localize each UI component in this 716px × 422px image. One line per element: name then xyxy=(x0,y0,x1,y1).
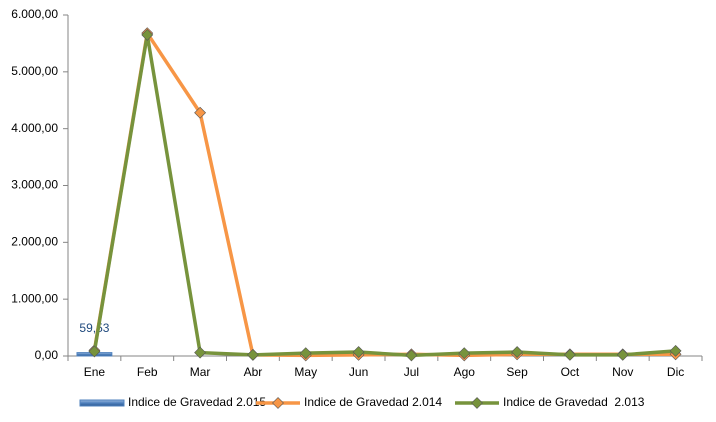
y-tick-label: 6.000,00 xyxy=(11,7,58,21)
marker xyxy=(563,348,576,361)
marker xyxy=(194,106,207,119)
marker xyxy=(405,349,418,362)
x-tick-label: Jul xyxy=(404,365,419,379)
marker xyxy=(88,345,101,358)
line xyxy=(92,33,676,358)
x-tick-label: Dic xyxy=(667,365,684,379)
legend-label: Indice de Gravedad 2.014 xyxy=(304,395,442,409)
x-tick-label: Abr xyxy=(244,365,263,379)
marker xyxy=(299,347,312,360)
x-tick-label: Ago xyxy=(454,365,476,379)
data-label: 59,53 xyxy=(79,321,109,335)
x-tick-label: Sep xyxy=(506,365,528,379)
x-tick-label: May xyxy=(294,365,317,379)
marker xyxy=(141,28,154,41)
y-tick-label: 4.000,00 xyxy=(11,121,58,135)
line xyxy=(92,31,676,358)
legend-marker xyxy=(471,397,483,409)
legend-swatch xyxy=(79,399,125,407)
legend-label: Indice de Gravedad 2.015 xyxy=(128,395,266,409)
legend-label: Indice de Gravedad 2.013 xyxy=(503,395,645,409)
legend-marker xyxy=(272,397,284,409)
marker xyxy=(194,346,207,359)
marker xyxy=(616,348,629,361)
x-tick-label: Jun xyxy=(349,365,368,379)
y-tick-label: 2.000,00 xyxy=(11,235,58,249)
x-tick-label: Feb xyxy=(137,365,158,379)
marker xyxy=(352,346,365,358)
y-tick-label: 5.000,00 xyxy=(11,64,58,78)
marker xyxy=(246,348,259,361)
y-tick-label: 0,00 xyxy=(35,348,59,362)
y-tick-label: 1.000,00 xyxy=(11,291,58,305)
x-tick-label: Oct xyxy=(561,365,580,379)
marker xyxy=(458,347,471,360)
x-tick-label: Nov xyxy=(612,365,633,379)
x-tick-label: Mar xyxy=(190,365,211,379)
marker xyxy=(669,344,682,357)
marker xyxy=(511,346,524,358)
y-tick-label: 3.000,00 xyxy=(11,178,58,192)
x-tick-label: Ene xyxy=(84,365,106,379)
